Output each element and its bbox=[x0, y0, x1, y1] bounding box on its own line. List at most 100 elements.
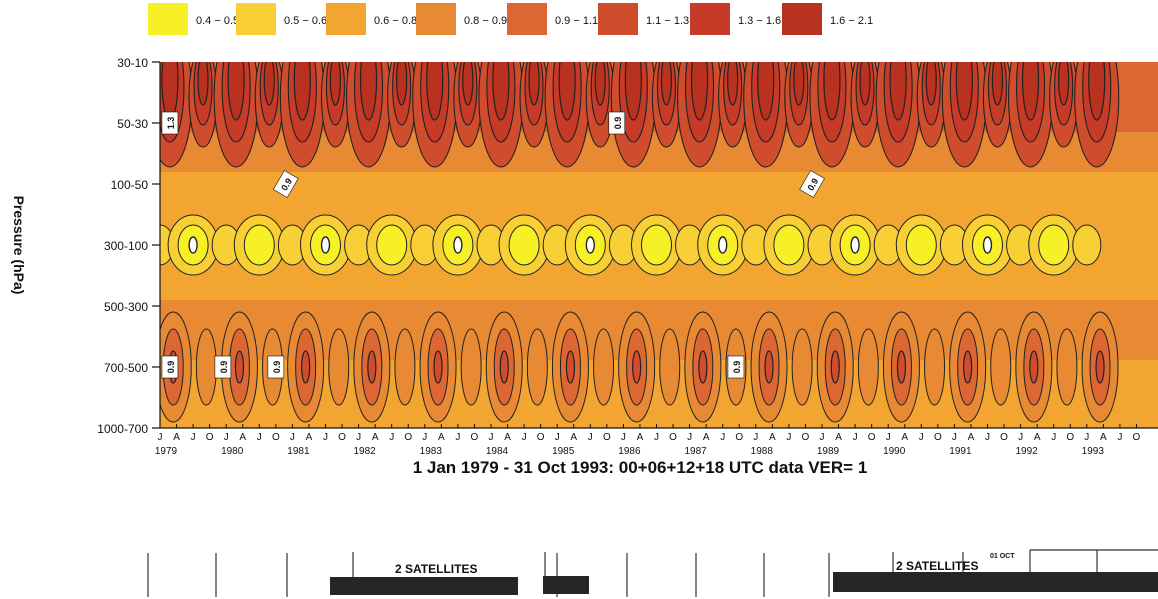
legend-swatch bbox=[690, 3, 730, 35]
contour-region bbox=[1021, 62, 1040, 121]
contour-region bbox=[585, 236, 595, 254]
contour-region bbox=[301, 350, 311, 384]
contour-region bbox=[499, 350, 509, 384]
x-year-label: 1986 bbox=[618, 446, 641, 457]
contour-region bbox=[991, 62, 1004, 106]
contour-region bbox=[905, 224, 937, 266]
contour-region bbox=[558, 62, 576, 121]
contour-region bbox=[376, 224, 408, 266]
x-month-label: A bbox=[703, 432, 710, 443]
contour-region bbox=[757, 62, 775, 121]
x-month-label: J bbox=[522, 432, 527, 443]
contour-region bbox=[641, 224, 672, 266]
x-year-label: 1991 bbox=[949, 446, 972, 457]
y-tick-label: 700-500 bbox=[104, 361, 148, 375]
contour-label: 0.9 bbox=[799, 170, 825, 198]
x-month-label: J bbox=[588, 432, 593, 443]
legend-label: 1.3 − 1.6 bbox=[738, 15, 781, 27]
x-month-label: J bbox=[621, 432, 626, 443]
contour-region bbox=[660, 62, 673, 106]
legend-swatch bbox=[416, 3, 456, 35]
contour-region bbox=[263, 62, 275, 106]
x-month-label: O bbox=[272, 432, 280, 443]
contour-region bbox=[396, 62, 408, 106]
x-month-label: A bbox=[438, 432, 445, 443]
contour-region bbox=[426, 62, 444, 121]
x-month-label: O bbox=[868, 432, 876, 443]
contour-region bbox=[823, 62, 841, 121]
legend-label: 1.1 − 1.3 bbox=[646, 15, 689, 27]
contour-region bbox=[773, 224, 805, 266]
contour-region bbox=[1056, 328, 1078, 406]
contour-band bbox=[160, 398, 1158, 428]
x-month-label: A bbox=[835, 432, 842, 443]
y-axis-label: Pressure (hPa) bbox=[11, 196, 27, 295]
y-tick-label: 50-30 bbox=[117, 117, 148, 131]
legend-swatch bbox=[782, 3, 822, 35]
contour-region bbox=[624, 62, 642, 121]
x-month-label: O bbox=[1133, 432, 1141, 443]
contour-region bbox=[328, 328, 350, 406]
satellite-bar bbox=[330, 577, 518, 595]
x-month-label: J bbox=[489, 432, 494, 443]
x-month-label: O bbox=[1000, 432, 1008, 443]
x-year-label: 1987 bbox=[684, 446, 707, 457]
contour-region bbox=[394, 328, 416, 406]
contour-label: 0.9 bbox=[272, 170, 299, 198]
x-axis-label: 1 Jan 1979 - 31 Oct 1993: 00+06+12+18 UT… bbox=[413, 458, 868, 477]
contour-region bbox=[1088, 62, 1106, 121]
y-tick-label: 1000-700 bbox=[97, 422, 148, 436]
x-month-label: J bbox=[753, 432, 758, 443]
contour-label-text: 0.9 bbox=[613, 117, 623, 130]
x-month-label: J bbox=[820, 432, 825, 443]
x-month-label: J bbox=[886, 432, 891, 443]
contour-label: 0.9 bbox=[608, 111, 626, 135]
legend-swatch bbox=[236, 3, 276, 35]
x-month-label: J bbox=[853, 432, 858, 443]
x-month-label: J bbox=[952, 432, 957, 443]
contour-region bbox=[982, 236, 993, 254]
contour-region bbox=[462, 62, 474, 106]
contour-label: 0.9 bbox=[214, 355, 232, 379]
x-month-label: J bbox=[158, 432, 163, 443]
contour-region bbox=[197, 62, 209, 106]
legend-swatch bbox=[326, 3, 366, 35]
x-year-label: 1985 bbox=[552, 446, 575, 457]
x-month-label: O bbox=[338, 432, 346, 443]
x-year-label: 1984 bbox=[486, 446, 509, 457]
contour-label: 1.3 bbox=[161, 111, 179, 135]
x-month-label: J bbox=[1117, 432, 1122, 443]
contour-region bbox=[234, 350, 245, 384]
legend-label: 0.8 − 0.9 bbox=[464, 15, 507, 27]
x-year-label: 1988 bbox=[751, 446, 774, 457]
x-month-label: J bbox=[720, 432, 725, 443]
x-month-label: J bbox=[455, 432, 460, 443]
x-year-label: 1979 bbox=[155, 446, 178, 457]
contour-region bbox=[859, 62, 871, 106]
y-axis-ticks: 30-10 50-30 100-50 300-100 500-300 700-500 100… bbox=[97, 56, 160, 436]
legend-label: 1.6 − 2.1 bbox=[830, 15, 873, 27]
contour-region bbox=[329, 62, 342, 106]
contour-region bbox=[293, 62, 311, 121]
x-month-label: J bbox=[389, 432, 394, 443]
y-tick-label: 30-10 bbox=[117, 56, 148, 70]
x-month-label: J bbox=[191, 432, 196, 443]
x-month-label: J bbox=[1084, 432, 1089, 443]
contour-region bbox=[565, 350, 576, 384]
contour-region bbox=[243, 224, 275, 266]
contour-region bbox=[791, 328, 813, 406]
plot-area: 1.3 0.9 0.9 0.9 0.9 0.9 0.9 0.9 bbox=[160, 62, 1158, 428]
contour-region bbox=[764, 350, 774, 384]
contour-region bbox=[963, 350, 973, 384]
x-month-label: J bbox=[985, 432, 990, 443]
contour-region bbox=[830, 350, 840, 384]
legend-swatch bbox=[507, 3, 547, 35]
x-month-label: O bbox=[802, 432, 810, 443]
x-month-label: A bbox=[504, 432, 511, 443]
x-month-label: J bbox=[786, 432, 791, 443]
satellite-bar bbox=[543, 576, 589, 594]
contour-region bbox=[161, 62, 179, 121]
x-month-label: J bbox=[224, 432, 229, 443]
contour-region bbox=[227, 62, 245, 121]
x-month-label: J bbox=[919, 432, 924, 443]
